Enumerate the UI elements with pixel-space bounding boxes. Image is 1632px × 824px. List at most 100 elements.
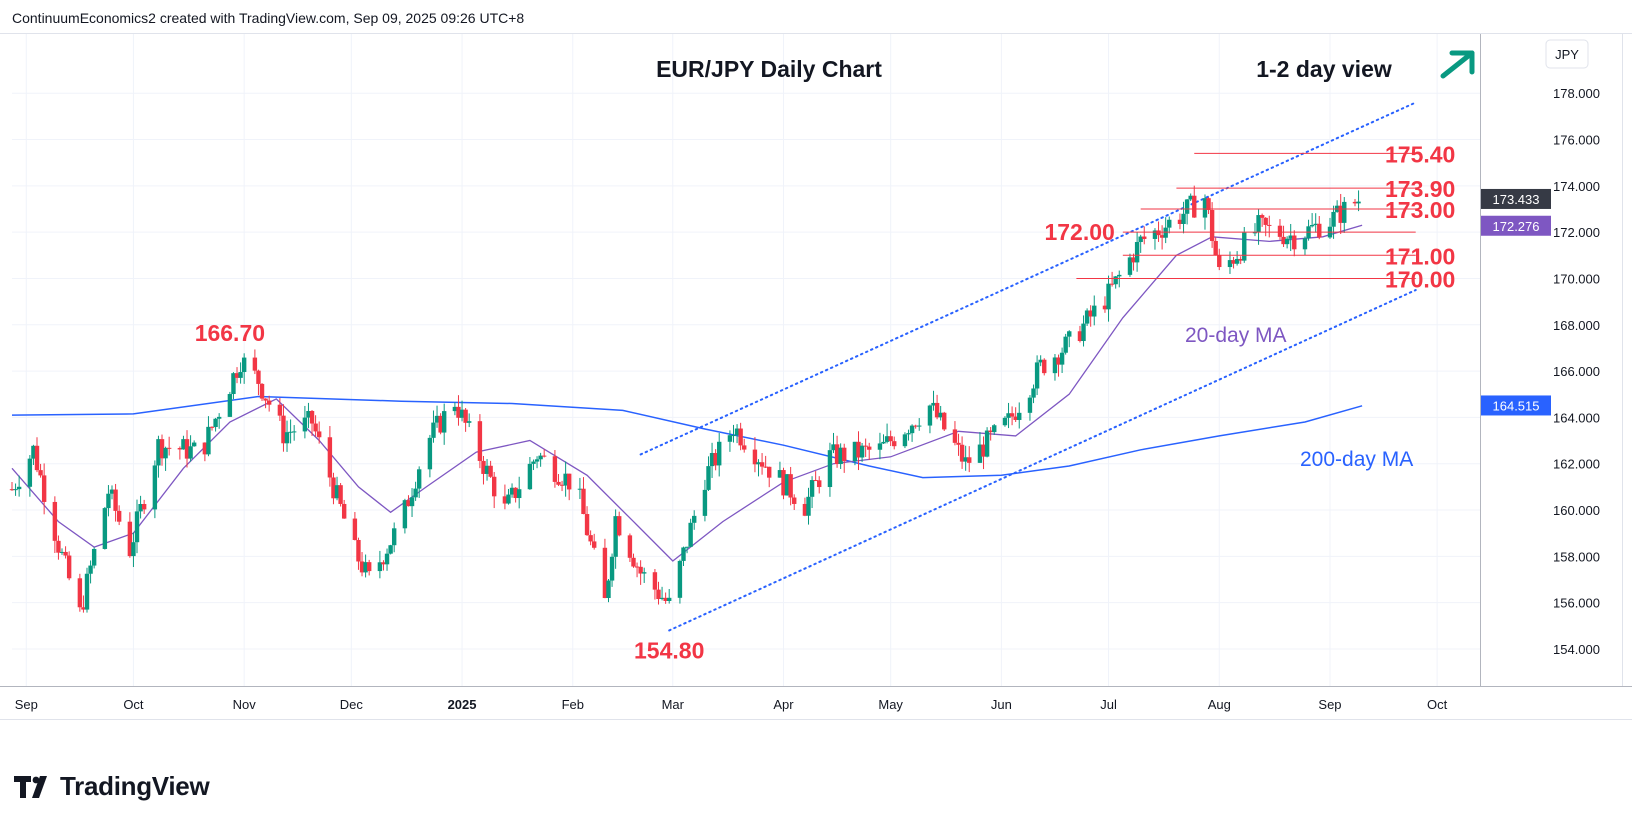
candle-body	[313, 423, 318, 432]
candle-body	[434, 415, 440, 423]
candle-body	[727, 435, 733, 442]
candle-body	[1231, 260, 1236, 264]
candle-body	[909, 425, 915, 434]
candle-body	[742, 445, 747, 450]
ma20-layer	[11, 224, 1363, 562]
candle-body	[138, 504, 143, 512]
view-label: 1-2 day view	[1256, 56, 1392, 82]
candle-body	[513, 487, 518, 499]
candle-body	[177, 448, 183, 450]
candle-body	[302, 417, 308, 432]
y-tick-label: 162.000	[1553, 457, 1600, 472]
candle-body	[827, 450, 833, 488]
candle-body	[413, 488, 418, 498]
candle-body	[488, 465, 493, 477]
y-tick-label: 170.000	[1553, 271, 1600, 286]
candle-body	[1088, 310, 1093, 317]
candle-body	[717, 441, 722, 466]
candle-body	[1038, 359, 1043, 363]
candle-body	[1077, 331, 1083, 342]
level-label: 173.90	[1385, 176, 1455, 202]
candle-body	[784, 474, 790, 496]
candle-body	[667, 597, 672, 601]
candle-body	[627, 535, 633, 558]
candle-body	[802, 503, 808, 516]
candle-body	[842, 447, 847, 462]
candle-body	[684, 546, 690, 548]
ma200-badge-bg	[1481, 395, 1551, 416]
candle-body	[1113, 276, 1118, 285]
candle-body	[1134, 242, 1140, 263]
candle-body	[631, 557, 636, 567]
candle-body	[831, 444, 836, 451]
annotations: EUR/JPY Daily Chart 1-2 day view 20-day …	[195, 50, 1475, 663]
candle-body	[234, 373, 240, 378]
chart-credit: ContinuumEconomics2 created with Trading…	[12, 10, 525, 26]
candle-body	[1117, 274, 1122, 277]
candle-body	[884, 436, 890, 442]
candle-body	[456, 406, 461, 418]
ma200-label: 200-day MA	[1300, 448, 1413, 471]
ma20-label: 20-day MA	[1185, 324, 1287, 347]
candle-body	[713, 452, 718, 466]
candle-body	[642, 572, 647, 574]
candle-body	[1081, 323, 1086, 342]
candle-body	[709, 452, 715, 467]
candle-body	[227, 394, 233, 417]
candle-body	[917, 425, 922, 427]
candle-body	[27, 458, 33, 487]
candle-body	[409, 497, 415, 507]
candle-body	[1227, 260, 1233, 268]
candle-body	[809, 480, 815, 497]
candle-body	[402, 500, 408, 529]
candle-body	[1352, 201, 1358, 204]
candle-body	[334, 485, 340, 499]
candle-body	[1163, 227, 1168, 238]
candle-body	[1217, 255, 1222, 268]
candle-body	[477, 421, 483, 461]
tradingview-logo[interactable]: TradingView	[14, 771, 210, 802]
candle-body	[63, 551, 68, 556]
y-tick-label: 154.000	[1553, 642, 1600, 657]
candle-body	[491, 476, 497, 497]
candle-body	[381, 562, 386, 565]
candle-body	[316, 431, 322, 438]
candle-body	[702, 489, 708, 516]
level-label: 173.00	[1385, 197, 1455, 223]
candle-body	[731, 435, 736, 437]
candle-body	[34, 445, 40, 471]
candle-body	[1106, 283, 1111, 310]
candle-body	[284, 432, 290, 444]
candle-body	[502, 496, 508, 504]
candle-body	[1002, 417, 1008, 426]
ma200-layer	[11, 395, 1363, 479]
candle-body	[552, 456, 558, 482]
candle-body	[1127, 257, 1133, 275]
candle-body	[602, 547, 608, 599]
candle-body	[752, 449, 758, 465]
candle-body	[206, 426, 211, 455]
candle-body	[366, 562, 372, 572]
time-axis[interactable]: Sep Oct Nov Dec 2025 Feb Mar Apr May Jun Jul Aug Sep…	[0, 686, 1632, 720]
candle-body	[981, 444, 986, 457]
candle-body	[963, 457, 968, 462]
ma20-line	[11, 224, 1363, 562]
candle-body	[216, 416, 222, 419]
candle-body	[188, 446, 193, 459]
candle-body	[892, 441, 897, 447]
candle-body	[1084, 310, 1090, 324]
currency-box	[1545, 39, 1589, 69]
candle-body	[1027, 397, 1033, 413]
candle-body	[1192, 195, 1197, 218]
candle-body	[209, 426, 215, 428]
price-axis[interactable]: 154.000 156.000 158.000 160.000 162.000 164.0…	[0, 33, 1632, 720]
candle-body	[606, 580, 611, 599]
candle-body	[609, 556, 615, 581]
candle-body	[306, 410, 311, 418]
candle-body	[959, 444, 965, 462]
candle-body	[202, 442, 208, 455]
candlestick-series	[9, 185, 1361, 613]
candle-body	[906, 433, 911, 435]
candle-body	[116, 510, 122, 522]
